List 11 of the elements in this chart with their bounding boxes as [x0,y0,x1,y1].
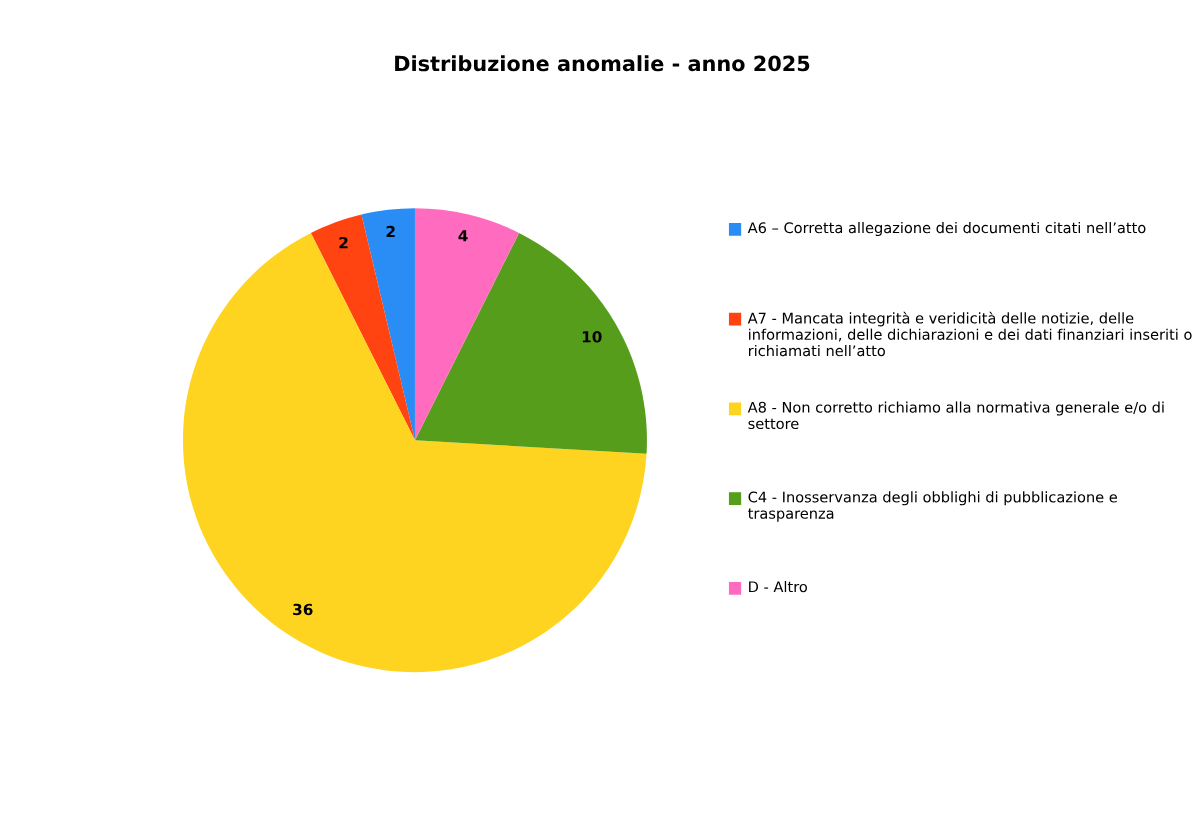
data-label: 4 [458,230,468,242]
legend-label: A7 - Mancata integrità e veridicità delle notizie, delle informazioni, delle dichiarazioni e dei dati finanziari inseriti o richiamati nell’atto [747,311,1192,357]
data-label: 2 [386,225,395,238]
legend-label: A6 – Corretta allegazione dei documenti citati nell’atto [747,221,1146,237]
legend-label: C4 - Inosservanza degli obblighi di pubblicazione e trasparenza [748,491,1117,522]
legend-label: D - Altro [749,580,807,593]
data-label: 10 [582,331,602,343]
data-label: 36 [293,603,313,616]
chart-title: Distribuzione anomalie - anno 2025 [395,55,810,72]
legend-label: A8 - Non corretto richiamo alla normativa generale e/o di settore [747,401,1164,430]
data-label: 2 [339,236,348,249]
